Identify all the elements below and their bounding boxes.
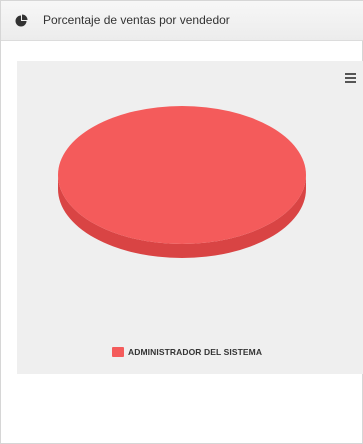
chart-area: ADMINISTRADOR DEL SISTEMA <box>17 61 363 374</box>
hamburger-menu-icon-bar <box>345 77 356 79</box>
panel-header: Porcentaje de ventas por vendedor <box>1 1 363 41</box>
hamburger-menu-icon-bar <box>345 81 356 83</box>
pie-slice-side <box>58 175 306 258</box>
pie-chart-icon <box>15 14 28 27</box>
hamburger-menu-icon <box>345 73 356 75</box>
legend-label: ADMINISTRADOR DEL SISTEMA <box>128 347 263 357</box>
pie-chart <box>58 106 306 258</box>
pie-slice-0[interactable] <box>58 106 306 244</box>
panel-title: Porcentaje de ventas por vendedor <box>43 13 230 27</box>
legend-swatch <box>112 347 124 357</box>
chart-menu-button[interactable] <box>342 70 360 86</box>
